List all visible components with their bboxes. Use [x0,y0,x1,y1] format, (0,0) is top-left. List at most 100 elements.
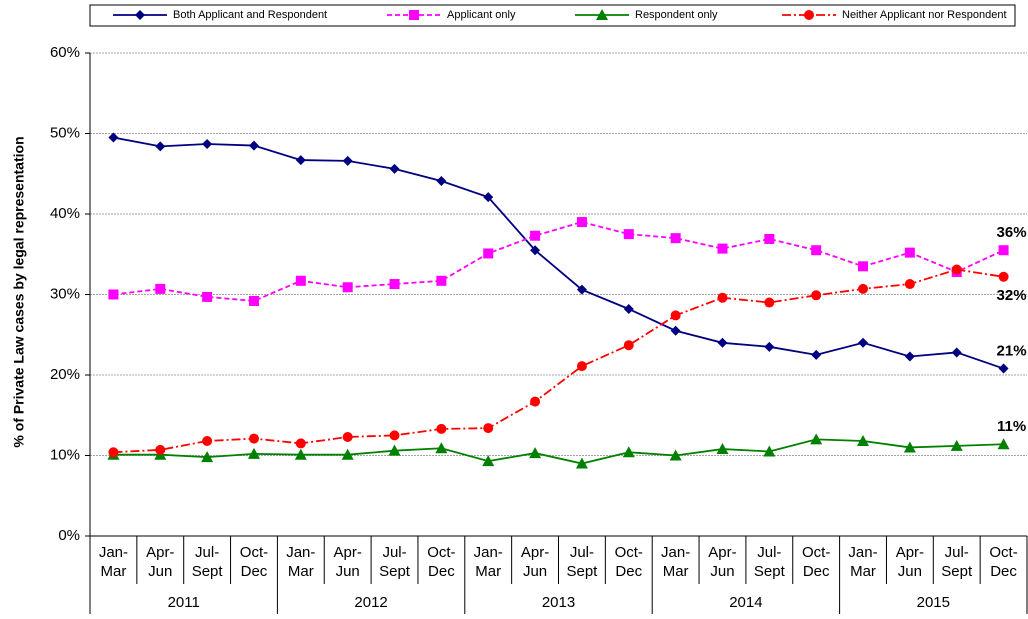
data-point [904,351,915,362]
data-point [483,423,494,434]
x-tick-label: Jul- [945,544,969,561]
data-point [202,291,213,302]
x-tick-label: Apr- [334,544,362,561]
data-point [717,243,728,254]
x-tick-label: Sept [566,563,598,580]
data-point [248,140,259,151]
data-point [950,439,963,451]
year-label: 2012 [354,594,387,611]
x-tick-label: Dec [428,563,455,580]
data-point [858,261,869,272]
year-label: 2011 [168,594,200,611]
x-tick-label: Jul- [757,544,781,561]
data-point [155,444,166,455]
data-point [342,155,353,166]
x-tick-label: Sept [941,563,973,580]
data-point [764,297,775,308]
data-point [576,217,587,228]
data-point [998,363,1009,374]
data-point [435,442,448,454]
x-tick-label: Jan- [286,544,315,561]
data-label: 11% [997,418,1026,435]
y-tick-label: 50% [50,124,80,141]
x-tick-label: Oct- [427,544,455,561]
series-line [113,268,1004,454]
legend-marker [596,9,608,20]
data-point [717,292,728,303]
x-tick-label: Jun [898,563,922,580]
x-tick-label: Oct- [989,544,1017,561]
data-point [763,445,776,457]
legend-marker [804,10,814,20]
x-tick-label: Jan- [661,544,690,561]
x-tick-label: Sept [379,563,411,580]
x-tick-label: Jun [523,563,547,580]
data-point [436,175,447,186]
data-point [904,247,915,258]
x-tick-label: Jan- [99,544,128,561]
data-point [716,443,729,455]
data-point [202,436,213,447]
data-point [670,310,681,321]
data-point [248,295,259,306]
y-tick-label: 30% [50,285,80,302]
legend-label: Both Applicant and Respondent [173,9,327,21]
data-point [575,457,588,469]
data-label: 21% [997,343,1027,360]
data-point [530,230,541,241]
legend-marker [135,10,145,20]
data-point [436,275,447,286]
data-point [858,283,869,294]
data-point [201,451,214,463]
data-point [857,435,870,447]
data-point [388,444,401,456]
x-tick-label: Apr- [146,544,174,561]
data-point [903,441,916,453]
x-tick-label: Jul- [570,544,594,561]
data-point [623,340,634,351]
data-point [483,248,494,259]
data-point [764,341,775,352]
data-point [389,279,400,290]
data-point [998,271,1009,282]
legend-label: Applicant only [447,9,516,21]
data-point [623,303,634,314]
data-point [342,431,353,442]
year-label: 2014 [729,594,762,611]
y-axis-label: % of Private Law cases by legal represen… [11,136,27,447]
data-point [810,433,823,445]
data-point [436,423,447,434]
x-tick-label: Dec [241,563,268,580]
x-tick-label: Mar [663,563,689,580]
x-tick-label: Dec [803,563,830,580]
x-tick-label: Mar [850,563,876,580]
x-tick-label: Mar [101,563,127,580]
x-tick-label: Dec [615,563,642,580]
data-point [389,163,400,174]
x-tick-label: Oct- [615,544,643,561]
x-tick-label: Jun [148,563,172,580]
data-point [295,438,306,449]
data-point [155,141,166,152]
x-tick-label: Jul- [195,544,219,561]
data-point [904,279,915,290]
y-tick-label: 40% [50,205,80,222]
data-point [389,430,400,441]
x-tick-label: Mar [475,563,501,580]
y-tick-label: 20% [50,366,80,383]
data-point [576,284,587,295]
data-label: 32% [997,287,1027,304]
year-label: 2015 [917,594,950,611]
series-line [113,136,1004,370]
data-label: 36% [997,224,1027,241]
x-tick-label: Jul- [382,544,406,561]
data-point [295,155,306,166]
y-tick-label: 60% [50,44,80,61]
data-point [529,447,542,459]
data-point [858,337,869,348]
data-point [811,290,822,301]
x-tick-label: Mar [288,563,314,580]
data-point [811,245,822,256]
y-tick-label: 10% [50,446,80,463]
